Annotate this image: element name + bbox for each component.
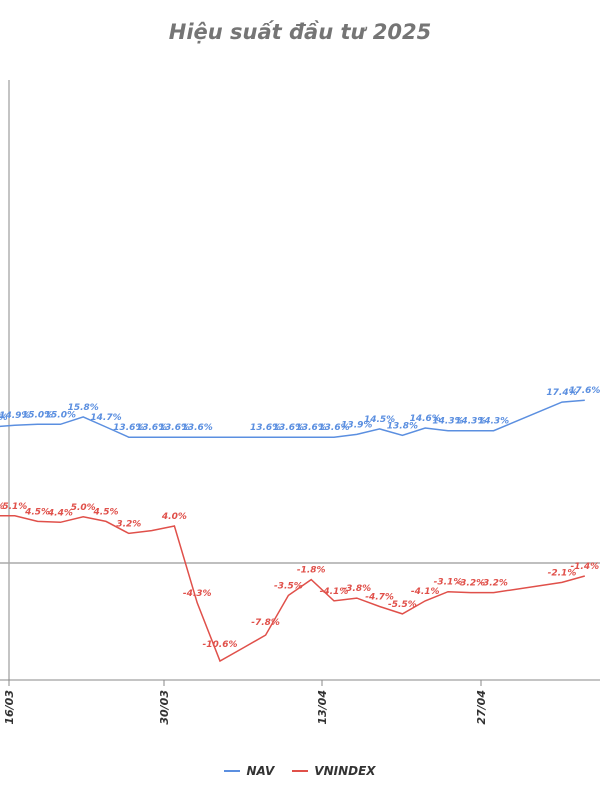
data-label-nav: 13.6% bbox=[296, 423, 327, 433]
x-tick-label: 27/04 bbox=[475, 690, 488, 725]
data-label-vnindex: -3.5% bbox=[274, 581, 303, 591]
data-label-nav: 14.9% bbox=[0, 411, 30, 421]
legend-label-nav: NAV bbox=[246, 764, 275, 778]
legend-item-nav[interactable]: NAV bbox=[224, 764, 274, 778]
chart-title: Hiệu suất đầu tư 2025 bbox=[168, 20, 432, 44]
x-tick-label: 16/03 bbox=[3, 690, 16, 725]
data-label-nav: 15.8% bbox=[68, 403, 99, 413]
data-label-vnindex: 4.5% bbox=[93, 507, 119, 517]
series-line-vnindex bbox=[0, 515, 586, 663]
data-label-nav: 17.6% bbox=[569, 386, 600, 396]
data-label-vnindex: 5.1% bbox=[2, 502, 27, 512]
data-label-vnindex: 4.0% bbox=[161, 512, 187, 522]
data-label-nav: 14.3% bbox=[455, 417, 486, 427]
data-label-vnindex: -1.4% bbox=[570, 562, 599, 572]
data-label-nav: 13.6% bbox=[182, 423, 213, 433]
data-label-nav: 13.6% bbox=[159, 423, 190, 433]
data-label-vnindex: -3.1% bbox=[434, 578, 463, 588]
data-label-vnindex: 5.0% bbox=[71, 503, 96, 513]
data-label-nav: 13.6% bbox=[136, 423, 167, 433]
data-label-vnindex: -7.8% bbox=[251, 618, 280, 628]
data-label-vnindex: -4.1% bbox=[320, 587, 349, 597]
data-label-vnindex: -2.1% bbox=[548, 568, 577, 578]
chart-legend: NAV VNINDEX bbox=[0, 764, 600, 778]
data-label-vnindex: -1.8% bbox=[297, 566, 326, 576]
data-label-nav: 14.3% bbox=[478, 417, 509, 427]
data-label-nav: 13.6% bbox=[273, 423, 304, 433]
data-label-nav: 13.6% bbox=[250, 423, 281, 433]
data-label-nav: 13.8% bbox=[387, 421, 418, 431]
data-label-vnindex: -10.6% bbox=[203, 640, 238, 650]
legend-swatch-vnindex bbox=[292, 770, 309, 772]
data-label-vnindex: -3.2% bbox=[456, 579, 485, 589]
data-label-vnindex: 3.2% bbox=[116, 519, 141, 529]
legend-item-vnindex[interactable]: VNINDEX bbox=[292, 764, 376, 778]
data-label-vnindex: -5.5% bbox=[388, 600, 417, 610]
data-label-nav: 14.6% bbox=[410, 414, 441, 424]
x-tick-label: 13/04 bbox=[316, 690, 329, 725]
data-label-vnindex: 4.5% bbox=[24, 507, 50, 517]
data-label-vnindex: -3.8% bbox=[342, 584, 371, 594]
x-tick-label: 30/03 bbox=[158, 690, 171, 725]
data-label-nav: 14.3% bbox=[432, 417, 463, 427]
series-line-nav bbox=[0, 399, 585, 438]
data-label-vnindex: -4.7% bbox=[365, 592, 394, 602]
data-label-nav: 15.0% bbox=[45, 410, 76, 420]
data-label-vnindex: -4.1% bbox=[411, 587, 440, 597]
data-label-nav: 13.9% bbox=[341, 420, 372, 430]
data-label-nav: 15.0% bbox=[22, 410, 53, 420]
data-label-nav: 13.6% bbox=[113, 423, 144, 433]
legend-swatch-nav bbox=[224, 770, 241, 772]
data-label-nav: 14.7% bbox=[0, 413, 8, 423]
data-label-vnindex: -3.2% bbox=[479, 579, 508, 589]
data-label-vnindex: 5.1% bbox=[0, 502, 4, 512]
data-label-nav: 14.5% bbox=[364, 415, 395, 425]
data-label-nav: 13.6% bbox=[318, 423, 349, 433]
legend-label-vnindex: VNINDEX bbox=[314, 764, 376, 778]
data-label-vnindex: 4.4% bbox=[47, 508, 73, 518]
data-label-nav: 14.7% bbox=[90, 413, 121, 423]
data-label-vnindex: -4.3% bbox=[183, 589, 212, 599]
data-label-nav: 17.4% bbox=[546, 388, 577, 398]
